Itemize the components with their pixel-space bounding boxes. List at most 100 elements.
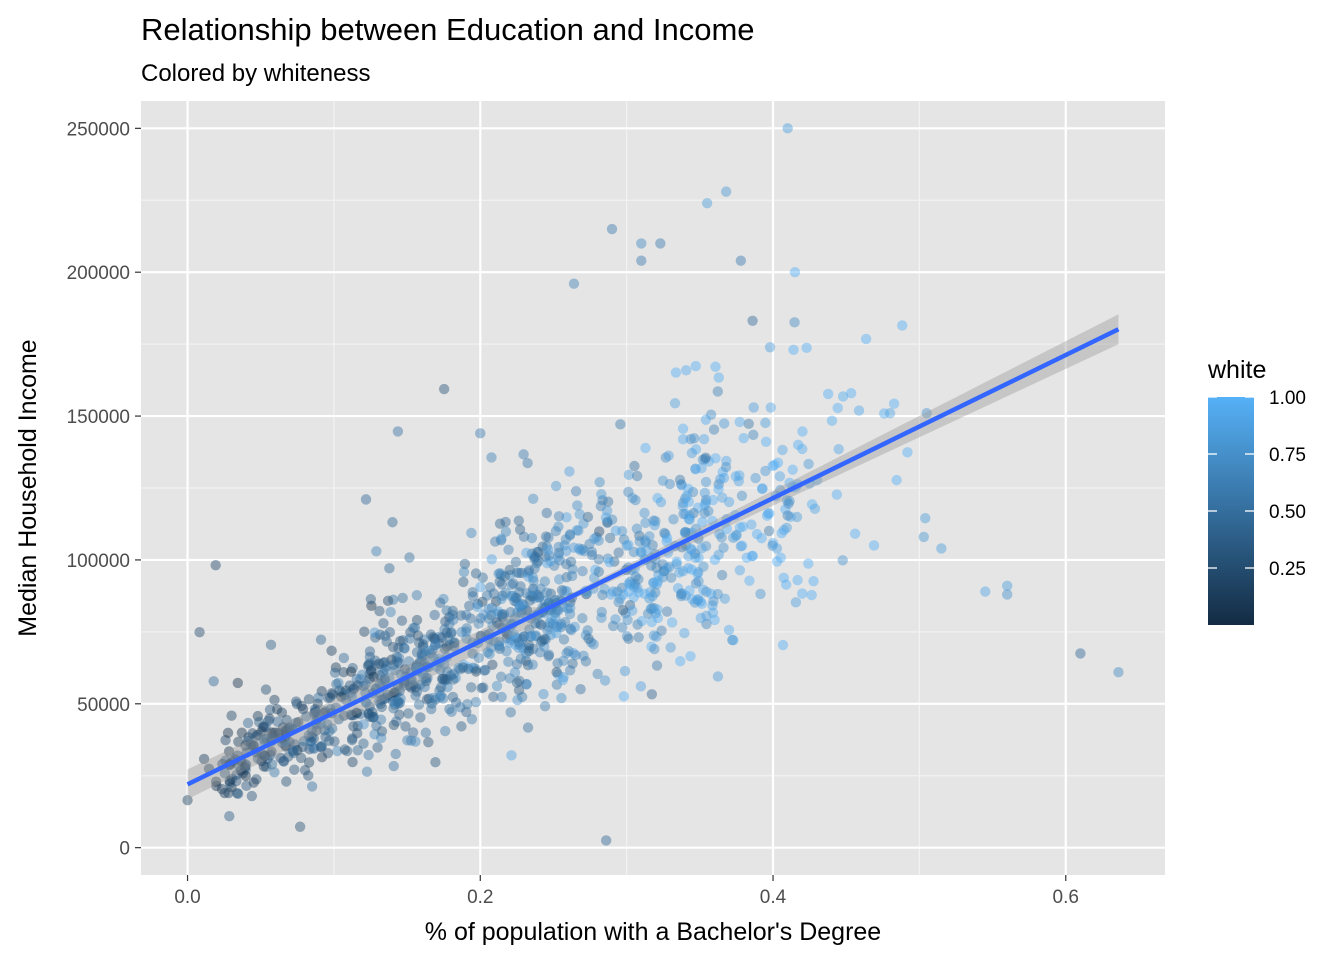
- scatter-point: [425, 629, 437, 640]
- scatter-point: [521, 679, 532, 690]
- scatter-point: [391, 687, 402, 699]
- scatter-point: [407, 679, 419, 691]
- scatter-point: [444, 611, 455, 623]
- scatter-point: [647, 539, 658, 551]
- scatter-point: [592, 668, 603, 680]
- scatter-point: [226, 710, 237, 721]
- scatter-point: [772, 457, 784, 468]
- scatter-point: [591, 531, 602, 543]
- scatter-point: [365, 665, 377, 676]
- scatter-point: [372, 742, 383, 753]
- scatter-point: [568, 542, 580, 553]
- scatter-point: [551, 679, 563, 690]
- scatter-point: [422, 672, 433, 684]
- scatter-point: [891, 474, 902, 486]
- scatter-point: [763, 525, 775, 537]
- scatter-point: [539, 700, 551, 712]
- scatter-point: [297, 741, 308, 753]
- scatter-point: [687, 594, 698, 605]
- scatter-point: [690, 552, 701, 563]
- scatter-point: [617, 604, 629, 616]
- scatter-point: [345, 666, 357, 677]
- scatter-point: [333, 714, 345, 725]
- scatter-point: [687, 486, 699, 498]
- scatter-point: [809, 503, 821, 515]
- scatter-point: [331, 678, 342, 690]
- scatter-point: [778, 524, 790, 536]
- scatter-point: [312, 698, 323, 709]
- scatter-point: [256, 756, 267, 767]
- scatter-point: [326, 688, 337, 699]
- scatter-point: [257, 722, 269, 733]
- scatter-point: [466, 714, 478, 725]
- scatter-point: [708, 424, 720, 435]
- scatter-point: [267, 729, 278, 740]
- scatter-point: [514, 600, 526, 612]
- scatter-point: [364, 669, 375, 680]
- scatter-point: [553, 551, 564, 562]
- scatter-point: [496, 593, 507, 605]
- scatter-point: [348, 683, 359, 695]
- scatter-point: [223, 746, 235, 757]
- scatter-point: [522, 457, 533, 469]
- scatter-point: [692, 566, 704, 578]
- scatter-point: [241, 780, 252, 792]
- scatter-point: [465, 682, 477, 693]
- scatter-point: [522, 659, 534, 671]
- scatter-point: [448, 637, 460, 649]
- scatter-point: [259, 750, 271, 762]
- scatter-point: [636, 615, 648, 627]
- scatter-point: [582, 625, 593, 636]
- scatter-point: [351, 673, 362, 685]
- scatter-point: [403, 708, 414, 719]
- scatter-point: [561, 558, 572, 570]
- scatter-point: [182, 794, 193, 806]
- scatter-point: [781, 522, 792, 533]
- scatter-point: [295, 752, 307, 764]
- scatter-point: [387, 696, 399, 707]
- scatter-point: [382, 689, 393, 701]
- scatter-point: [378, 618, 389, 629]
- scatter-point: [790, 597, 802, 608]
- scatter-point: [436, 673, 448, 685]
- scatter-point: [393, 696, 404, 707]
- scatter-point: [679, 627, 690, 639]
- scatter-point: [686, 447, 698, 459]
- scatter-point: [648, 630, 660, 641]
- scatter-point: [375, 732, 387, 744]
- scatter-point: [516, 567, 528, 579]
- scatter-point: [693, 552, 704, 563]
- scatter-point: [551, 621, 562, 632]
- scatter-point: [236, 727, 248, 738]
- scatter-point: [461, 633, 472, 644]
- scatter-point: [607, 586, 619, 597]
- scatter-point: [921, 407, 932, 419]
- scatter-point: [719, 593, 731, 604]
- scatter-point: [516, 604, 528, 616]
- scatter-point: [735, 541, 747, 552]
- scatter-point: [466, 527, 477, 539]
- scatter-point: [473, 652, 484, 664]
- scatter-point: [528, 643, 539, 655]
- y-axis-label: Median Household Income: [14, 339, 42, 636]
- scatter-point: [338, 652, 350, 664]
- scatter-point: [510, 556, 522, 568]
- scatter-point: [524, 595, 536, 606]
- scatter-point: [574, 509, 585, 520]
- scatter-point: [345, 709, 357, 720]
- scatter-point: [879, 408, 890, 419]
- legend-tick-label: 1.00: [1269, 388, 1306, 409]
- scatter-point: [683, 496, 695, 508]
- scatter-point: [565, 623, 576, 635]
- scatter-point: [707, 515, 718, 527]
- scatter-point: [538, 688, 549, 700]
- scatter-point: [676, 588, 688, 599]
- scatter-point: [395, 635, 406, 647]
- scatter-point: [513, 515, 525, 526]
- scatter-point: [306, 725, 318, 736]
- scatter-point: [517, 598, 528, 610]
- scatter-point: [514, 675, 525, 687]
- scatter-point: [509, 595, 520, 607]
- scatter-point: [553, 541, 564, 553]
- scatter-point: [529, 563, 540, 574]
